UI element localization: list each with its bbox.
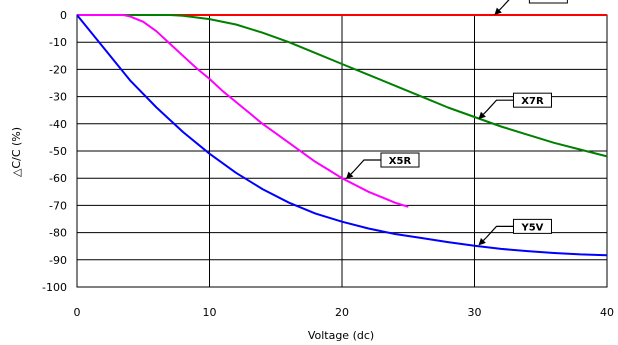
series-line-x5r [77,14,409,208]
y-tick-label: 0 [60,9,67,22]
series-lines [76,14,608,257]
callout-box [380,152,420,168]
callout-arrowhead [494,7,502,15]
y-tick-label: -10 [49,36,67,49]
y-tick-label: -100 [42,281,67,294]
callouts: NP0 X7R X5R Y5V [345,0,568,246]
callout-label: X5R [389,156,412,167]
x-tick-label: 40 [600,306,614,319]
callout-leader [353,159,381,172]
y-tick-label: -90 [49,254,67,267]
callout-arrowhead [478,111,486,120]
callout-x7r: X7R [478,92,552,120]
callout-label: NP0 [537,0,560,3]
callout-arrow-shaft [350,170,355,175]
callout-arrow-shaft [483,236,487,241]
callout-label: X7R [521,96,544,107]
x-tick-label: 10 [203,306,217,319]
callout-box [512,92,552,108]
y-tick-label: -40 [49,118,67,131]
y-tick-label: -30 [49,91,67,104]
y-tick-label: -70 [49,199,67,212]
callout-leader [501,0,510,8]
callout-box [512,218,552,234]
y-axis-title: △C/C (%) [10,127,23,177]
callout-np0: NP0 [494,0,568,15]
callout-leader [486,225,514,238]
series-line-y5v [76,14,608,257]
callout-leader [486,99,514,112]
y-tick-label: -60 [49,172,67,185]
callout-arrowhead [478,237,486,246]
callout-x5r: X5R [345,152,420,180]
x-tick-label: 30 [468,306,482,319]
grid [76,14,608,288]
y-tick-label: -80 [49,227,67,240]
callout-arrow-shaft [483,110,487,115]
y-tick-label: -20 [49,63,67,76]
callout-arrowhead [345,171,354,180]
callout-arrow-shaft [498,6,503,11]
callout-label: Y5V [520,222,543,233]
y-tick-labels: 0 -10 -20 -30 -40 -50 -60 -70 -80 -90 -100 [42,9,67,294]
x-tick-labels: 0 10 20 30 40 [74,306,615,319]
x-tick-label: 20 [335,306,349,319]
x-tick-label: 0 [74,306,81,319]
callout-box [528,0,568,4]
series-line-x7r [77,14,608,158]
callout-y5v: Y5V [478,218,552,246]
x-axis-title: Voltage (dc) [308,329,374,342]
y-tick-label: -50 [49,145,67,158]
